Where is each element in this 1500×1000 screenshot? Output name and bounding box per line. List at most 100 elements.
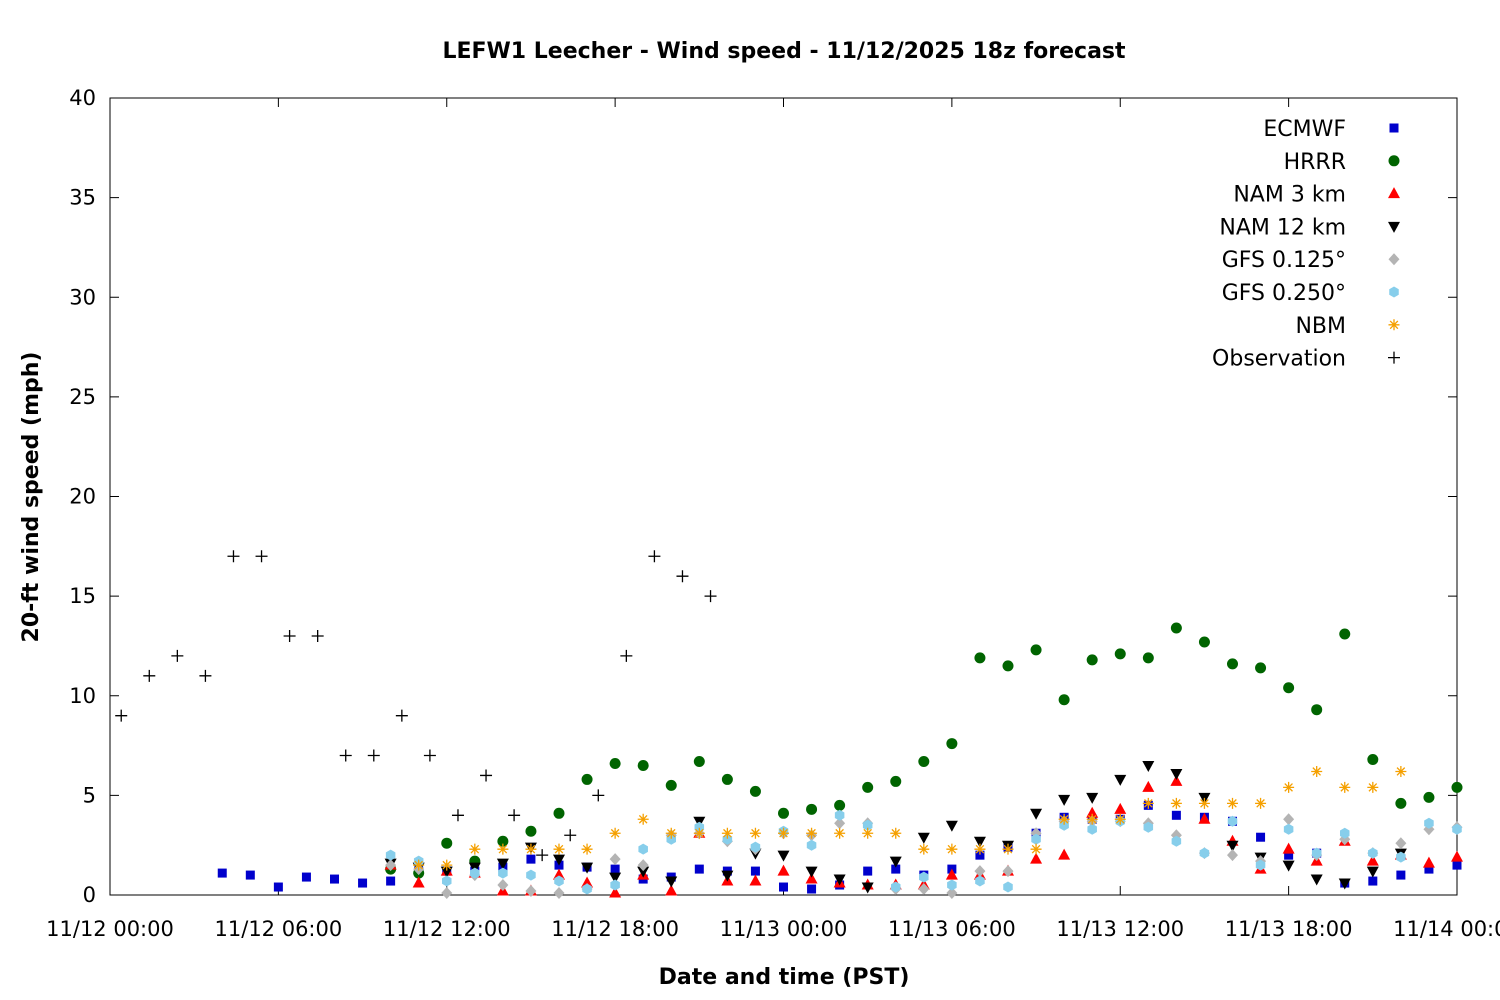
legend-marker xyxy=(1388,253,1400,266)
y-tick-label: 0 xyxy=(83,883,96,907)
data-point xyxy=(1114,802,1127,814)
data-point xyxy=(919,871,929,883)
data-point xyxy=(1338,878,1351,890)
data-point xyxy=(1339,827,1350,839)
data-point xyxy=(1424,864,1434,874)
data-point xyxy=(648,550,661,563)
data-point xyxy=(496,858,509,870)
legend-marker xyxy=(1388,351,1400,364)
x-tick-label: 11/12 06:00 xyxy=(215,917,343,941)
data-point xyxy=(330,874,339,884)
data-point xyxy=(441,887,453,900)
data-series xyxy=(115,550,1463,900)
data-point xyxy=(778,807,789,819)
y-axis-title: 20-ft wind speed (mph) xyxy=(19,352,44,643)
data-point xyxy=(386,876,396,886)
data-point xyxy=(199,669,212,682)
data-point xyxy=(777,850,790,862)
data-point xyxy=(805,872,818,884)
x-tick-label: 11/13 06:00 xyxy=(888,917,1016,941)
data-point xyxy=(638,843,648,855)
y-tick-label: 30 xyxy=(69,285,96,309)
data-point xyxy=(862,819,873,831)
data-point xyxy=(385,849,396,861)
data-point xyxy=(1142,760,1155,772)
data-point xyxy=(1198,636,1210,648)
legend-marker xyxy=(1388,221,1400,233)
data-point xyxy=(1283,823,1294,835)
x-tick-label: 11/12 12:00 xyxy=(383,917,511,941)
data-point xyxy=(750,841,761,853)
y-tick-label: 5 xyxy=(83,783,96,807)
legend-label: HRRR xyxy=(1284,150,1346,175)
data-point xyxy=(1058,794,1071,806)
data-point xyxy=(1282,842,1295,854)
data-point xyxy=(1170,622,1182,634)
data-point xyxy=(637,866,650,878)
x-tick-label: 11/13 18:00 xyxy=(1225,917,1353,941)
data-point xyxy=(637,759,649,771)
data-point xyxy=(1451,850,1463,862)
data-point xyxy=(1030,843,1042,855)
data-point xyxy=(749,827,761,839)
data-point xyxy=(946,887,958,900)
data-point xyxy=(805,866,818,878)
data-point xyxy=(554,875,564,887)
series-nbm xyxy=(413,765,1407,871)
data-point xyxy=(1227,797,1238,809)
x-tick-label: 11/14 00:00 xyxy=(1393,917,1500,941)
data-point xyxy=(1171,835,1182,847)
data-point xyxy=(413,859,425,871)
data-point xyxy=(1086,792,1099,804)
data-point xyxy=(440,866,453,878)
data-point xyxy=(1396,870,1406,880)
y-tick-label: 15 xyxy=(69,584,96,608)
data-point xyxy=(1395,797,1407,809)
data-point xyxy=(1002,660,1014,672)
data-point xyxy=(1422,856,1435,868)
data-point xyxy=(526,854,536,864)
data-point xyxy=(1339,628,1351,640)
data-point xyxy=(833,874,846,886)
data-point xyxy=(891,864,901,874)
legend: ECMWF HRRR NAM 3 km NAM 12 km GFS 0.125° GFS … xyxy=(1212,117,1400,372)
data-point xyxy=(749,785,761,797)
y-tick-label: 35 xyxy=(69,186,96,210)
series-gfs-0-250 xyxy=(385,809,1462,895)
data-point xyxy=(665,779,677,791)
data-point xyxy=(1114,774,1127,786)
data-point xyxy=(676,570,689,583)
legend-label: ECMWF xyxy=(1263,117,1346,142)
data-point xyxy=(498,867,508,879)
data-point xyxy=(1227,815,1238,827)
x-tick-label: 11/12 18:00 xyxy=(551,917,679,941)
data-point xyxy=(1058,694,1070,706)
data-point xyxy=(497,835,509,847)
data-point xyxy=(890,827,902,839)
x-axis-title: Date and time (PST) xyxy=(659,965,910,990)
data-point xyxy=(1284,850,1294,860)
data-point xyxy=(918,756,930,768)
data-point xyxy=(582,883,592,895)
data-point xyxy=(665,827,677,839)
data-point xyxy=(1368,847,1378,859)
data-point xyxy=(1256,832,1266,842)
data-point xyxy=(1423,791,1435,803)
data-point xyxy=(564,829,577,842)
data-point xyxy=(1396,851,1406,863)
data-point xyxy=(441,837,453,849)
data-point xyxy=(497,879,509,892)
legend-marker xyxy=(1388,319,1400,331)
data-point xyxy=(1058,848,1071,860)
data-point xyxy=(553,868,565,880)
data-point xyxy=(975,850,985,860)
data-point xyxy=(1311,704,1323,716)
data-point xyxy=(1283,813,1295,826)
data-point xyxy=(358,878,368,888)
data-point xyxy=(470,867,480,879)
data-point xyxy=(581,843,593,855)
data-point xyxy=(693,827,705,839)
data-point xyxy=(592,789,605,802)
data-point xyxy=(1310,874,1323,886)
